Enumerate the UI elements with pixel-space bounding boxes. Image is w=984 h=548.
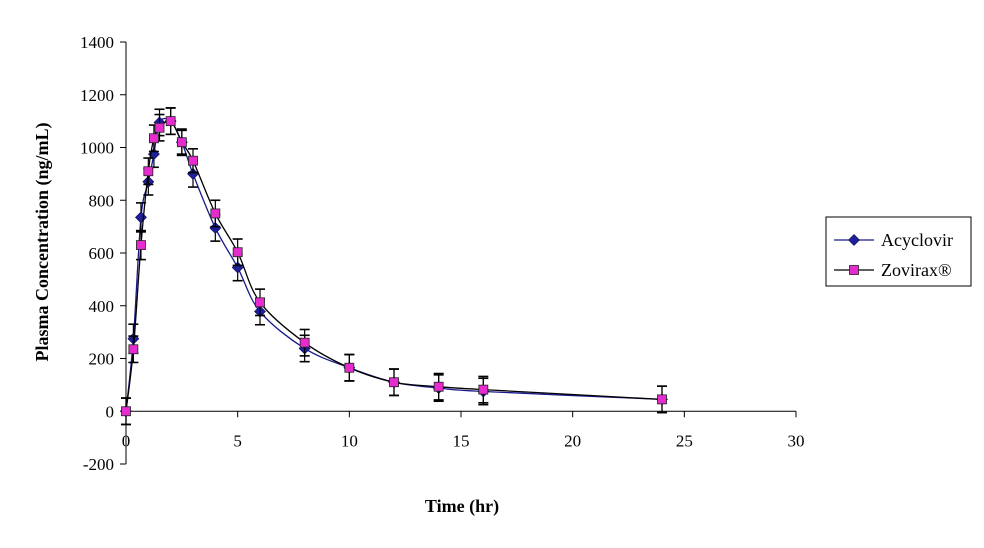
data-point xyxy=(210,208,221,219)
y-tick-label: 0 xyxy=(106,402,115,421)
data-point xyxy=(136,240,146,250)
legend-marker xyxy=(848,234,860,246)
series-zovirax xyxy=(121,107,667,426)
x-tick-label: 0 xyxy=(122,431,131,450)
y-tick-label: 600 xyxy=(89,244,115,263)
data-point xyxy=(478,384,489,395)
data-point xyxy=(299,337,310,348)
data-point xyxy=(657,394,667,405)
x-axis-title: Time (hr) xyxy=(425,496,499,517)
data-point xyxy=(121,406,131,417)
x-tick-label: 5 xyxy=(233,431,242,450)
data-point xyxy=(149,133,159,144)
data-point xyxy=(344,362,355,373)
legend-marker xyxy=(849,265,859,275)
x-tick-label: 15 xyxy=(453,431,470,450)
x-tick-label: 10 xyxy=(341,431,358,450)
legend-item: Zovirax® xyxy=(834,260,952,280)
data-point xyxy=(143,166,154,177)
x-tick-label: 25 xyxy=(676,431,693,450)
data-point xyxy=(433,381,444,392)
x-tick-label: 20 xyxy=(564,431,581,450)
y-tick-label: 800 xyxy=(89,191,115,210)
legend-label: Acyclovir xyxy=(881,230,953,250)
legend: Acyclovir Zovirax® xyxy=(825,216,972,287)
data-point xyxy=(165,116,176,127)
x-tick-label: 30 xyxy=(788,431,805,450)
series-line xyxy=(125,119,663,412)
y-tick-label: 200 xyxy=(89,350,115,369)
y-tick-label: -200 xyxy=(83,455,114,474)
series-layer xyxy=(120,107,668,426)
series-line xyxy=(125,117,663,412)
y-tick-label: 1000 xyxy=(80,139,114,158)
data-point xyxy=(232,247,243,258)
legend-item: Acyclovir xyxy=(834,230,953,250)
axes xyxy=(125,42,796,464)
data-point xyxy=(255,297,265,308)
ticks: -200 0 200 400 600 800 1000 1200 1400 0 5 10 15 20 25 3… xyxy=(80,33,805,474)
data-point xyxy=(188,155,198,166)
data-point xyxy=(389,377,399,388)
y-tick-label: 1400 xyxy=(80,33,114,52)
y-axis-title: Plasma Concentration (ng/mL) xyxy=(32,123,53,362)
data-point xyxy=(135,211,147,224)
data-point xyxy=(176,137,187,148)
legend-label: Zovirax® xyxy=(881,260,952,280)
y-tick-label: 1200 xyxy=(80,86,114,105)
data-point xyxy=(128,344,139,355)
data-point xyxy=(154,122,165,133)
y-tick-label: 400 xyxy=(89,297,115,316)
